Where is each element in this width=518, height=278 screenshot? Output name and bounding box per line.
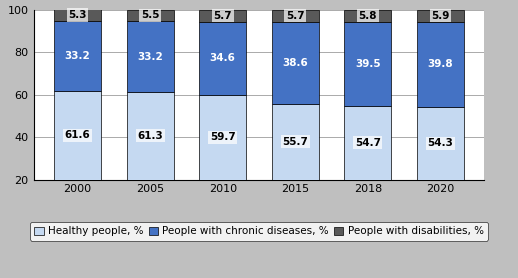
Bar xyxy=(199,95,246,180)
Bar xyxy=(199,22,246,95)
Text: 61.6: 61.6 xyxy=(65,130,91,140)
Text: 33.2: 33.2 xyxy=(65,51,91,61)
Text: 54.3: 54.3 xyxy=(427,138,453,148)
Text: 5.9: 5.9 xyxy=(431,11,450,21)
Text: 39.8: 39.8 xyxy=(427,59,453,70)
Bar xyxy=(126,92,174,180)
Bar xyxy=(54,21,101,91)
Bar xyxy=(272,104,319,180)
Bar xyxy=(344,9,392,22)
Text: 5.3: 5.3 xyxy=(68,10,87,20)
Bar xyxy=(417,22,464,107)
Text: 34.6: 34.6 xyxy=(210,53,236,63)
Text: 39.5: 39.5 xyxy=(355,59,381,69)
Bar xyxy=(344,106,392,180)
Bar xyxy=(417,9,464,22)
Bar xyxy=(199,9,246,22)
Bar xyxy=(54,91,101,180)
Text: 5.8: 5.8 xyxy=(358,11,377,21)
Text: 5.5: 5.5 xyxy=(141,10,160,20)
Bar xyxy=(417,107,464,180)
Bar xyxy=(272,22,319,104)
Text: 59.7: 59.7 xyxy=(210,132,236,142)
Text: 5.7: 5.7 xyxy=(213,11,232,21)
Bar xyxy=(54,9,101,21)
Text: 54.7: 54.7 xyxy=(355,138,381,148)
Text: 38.6: 38.6 xyxy=(282,58,308,68)
Text: 33.2: 33.2 xyxy=(137,51,163,61)
Text: 61.3: 61.3 xyxy=(137,131,163,141)
Text: 55.7: 55.7 xyxy=(282,136,308,147)
Bar xyxy=(126,21,174,92)
Bar xyxy=(126,9,174,21)
Legend: Healthy people, %, People with chronic diseases, %, People with disabilities, %: Healthy people, %, People with chronic d… xyxy=(30,222,488,240)
Bar xyxy=(344,22,392,106)
Bar xyxy=(272,9,319,22)
Text: 5.7: 5.7 xyxy=(286,11,305,21)
